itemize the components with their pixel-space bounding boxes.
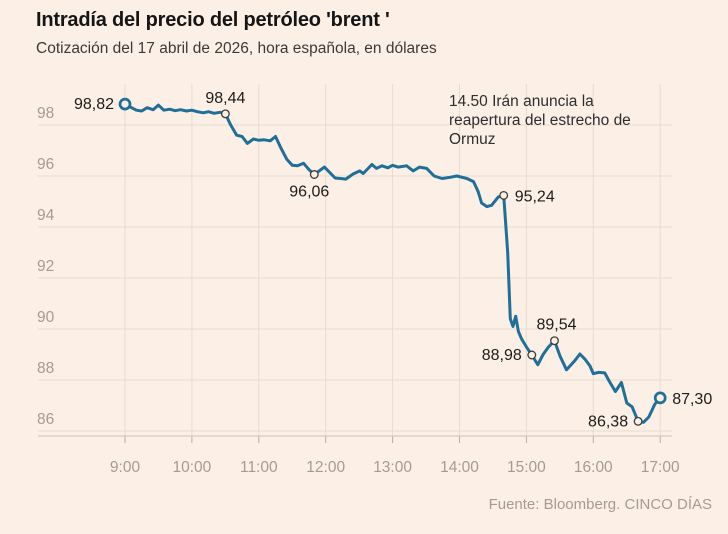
x-tick-label: 14:00: [440, 459, 479, 476]
event-annotation: 14.50 Irán anuncia la reapertura del est…: [449, 93, 631, 148]
point-value-label: 98,82: [74, 96, 114, 113]
point-value-label: 87,30: [672, 391, 712, 408]
endpoint-marker: [118, 97, 132, 111]
y-tick-label: 90: [37, 309, 55, 326]
y-tick-label: 86: [37, 411, 54, 428]
price-line: [123, 102, 662, 424]
x-tick-label: 9:00: [110, 459, 141, 476]
x-tick-label: 10:00: [173, 459, 212, 476]
x-tick-label: 15:00: [507, 459, 546, 476]
endpoint-marker: [653, 391, 667, 405]
y-tick-label: 92: [37, 258, 54, 275]
y-tick-label: 96: [37, 156, 54, 173]
point-marker: [499, 190, 509, 200]
y-tick-label: 94: [37, 207, 55, 224]
point-value-label: 98,44: [205, 90, 245, 107]
point-value-label: 95,24: [515, 188, 555, 205]
point-value-label: 88,98: [482, 347, 522, 364]
y-tick-label: 98: [37, 105, 54, 122]
x-tick-label: 12:00: [306, 459, 345, 476]
point-marker: [220, 109, 230, 119]
chart-subtitle: Cotización del 17 abril de 2026, hora es…: [36, 40, 437, 57]
x-tick-label: 17:00: [641, 459, 680, 476]
chart-title: Intradía del precio del petróleo 'brent …: [36, 9, 390, 31]
point-value-label: 86,38: [588, 413, 628, 430]
point-marker: [633, 416, 643, 426]
x-tick-label: 13:00: [373, 459, 412, 476]
point-marker: [550, 336, 559, 346]
x-tick-label: 11:00: [240, 459, 278, 476]
point-marker: [309, 170, 319, 179]
source-credit: Fuente: Bloomberg. CINCO DÍAS: [488, 496, 712, 513]
point-value-label: 89,54: [536, 317, 576, 334]
point-marker: [527, 350, 537, 360]
x-tick-label: 16:00: [574, 459, 613, 476]
y-tick-label: 88: [37, 360, 54, 377]
point-value-label: 96,06: [289, 184, 329, 201]
